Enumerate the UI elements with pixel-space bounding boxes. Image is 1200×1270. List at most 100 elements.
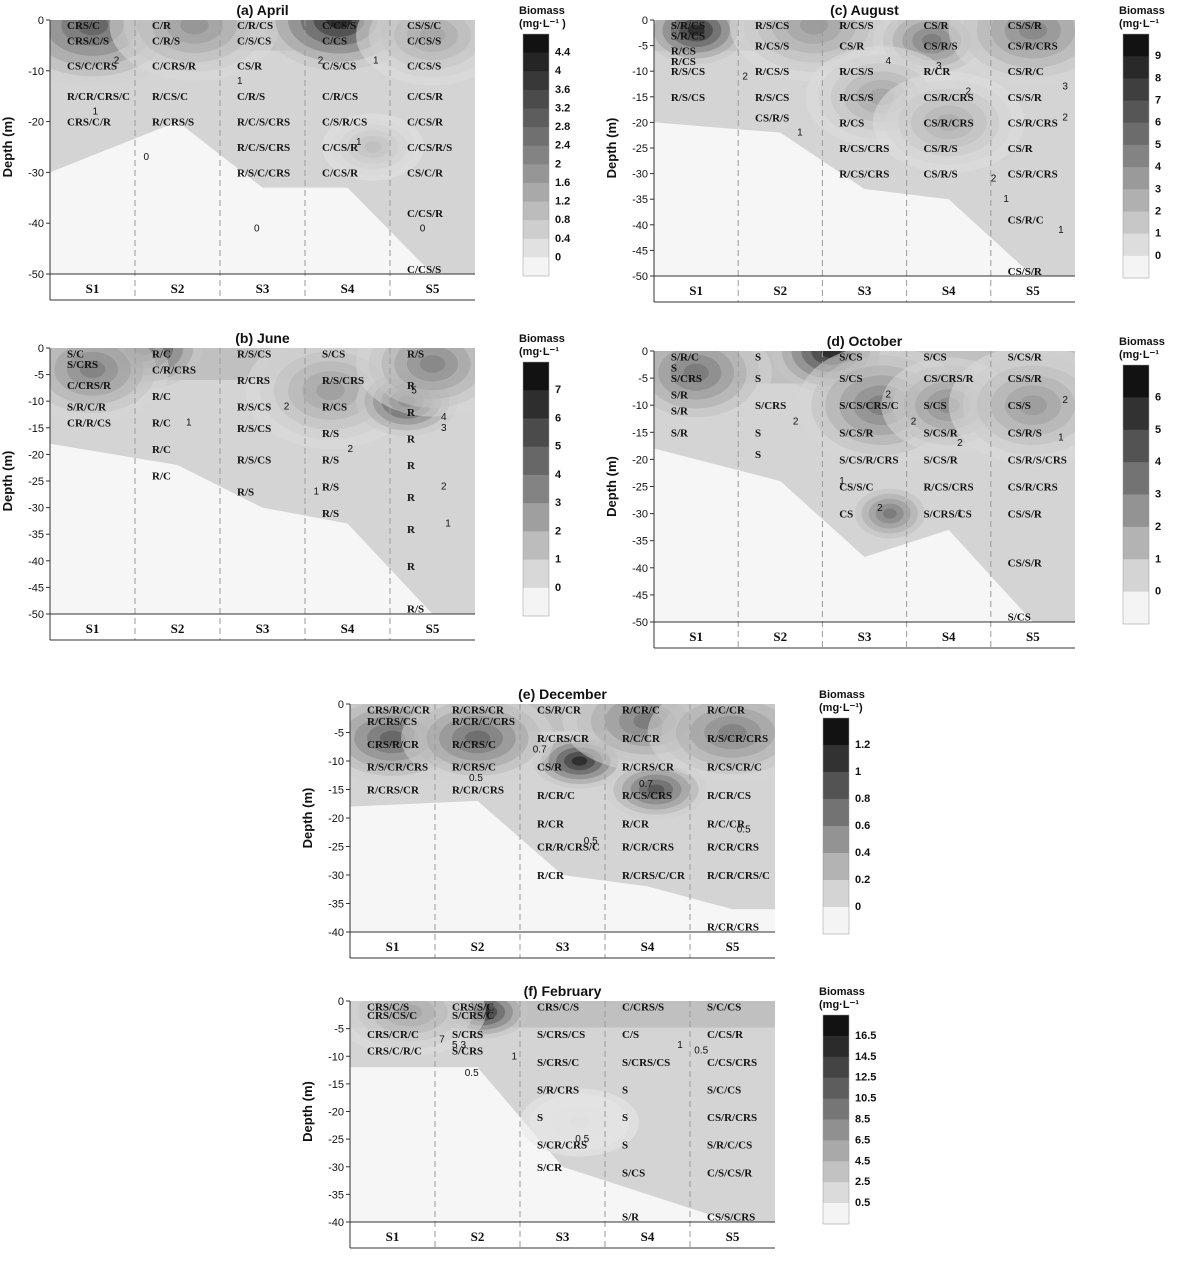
sample-label: R/CR: [923, 66, 951, 78]
contour-label: 0: [420, 223, 426, 234]
colorbar-frame: [522, 33, 550, 277]
sample-label: CS/S/R: [1008, 92, 1043, 104]
sample-label: R/S/CS: [237, 402, 271, 414]
colorbar-tick-label: 2.8: [555, 121, 570, 133]
sample-label: CS/R/CRS: [923, 92, 973, 104]
contour-label: 0.5: [737, 824, 751, 835]
sample-label: C/R/CRS: [152, 364, 196, 376]
colorbar-swatch: [823, 826, 849, 854]
colorbar-tick-label: 2: [555, 525, 561, 537]
station-label: S3: [256, 621, 270, 636]
sample-label: C/CS/R: [707, 1029, 744, 1041]
colorbar-swatch: [823, 1161, 849, 1183]
sample-label: R/S/C/CRS: [237, 167, 290, 179]
station-label: S5: [426, 621, 440, 636]
colorbar-title: Biomass: [519, 5, 565, 17]
sample-label: S/R/C/CS: [707, 1140, 752, 1152]
sample-label: C/S/R/CS: [322, 117, 367, 129]
colorbar-title: Biomass: [519, 333, 565, 345]
sample-label: S/C: [67, 348, 84, 360]
y-tick-label: -40: [28, 218, 44, 230]
sample-label: C/R/S: [152, 35, 180, 47]
colorbar-swatch: [823, 1203, 849, 1225]
sample-label: CRS/C/S: [367, 1002, 409, 1014]
station-label: S2: [171, 621, 185, 636]
contour-label: 2: [318, 56, 324, 67]
colorbar-tick-label: 6: [1155, 391, 1161, 403]
sample-label: R/CS/CRS: [839, 143, 889, 155]
contour-label: 3: [1062, 82, 1068, 93]
colorbar-swatch: [1123, 189, 1149, 212]
y-tick-label: -50: [632, 271, 648, 283]
sample-label: R/C/CR: [707, 705, 746, 717]
sample-label: S/CS/R: [923, 427, 958, 439]
contour-label: 2: [886, 389, 892, 400]
sample-label: R/S: [407, 604, 424, 616]
colorbar-tick-label: 0: [555, 582, 561, 594]
colorbar-swatch: [1123, 365, 1149, 398]
sample-label: C/CS/S: [322, 20, 356, 32]
colorbar-swatch: [523, 362, 549, 391]
panel-title: (c) August: [830, 2, 899, 18]
sample-label: R/CS/CRS: [622, 790, 672, 802]
colorbar-swatch: [523, 34, 549, 54]
sample-label: S/R/CS: [671, 20, 705, 32]
y-tick-label: -45: [632, 245, 648, 257]
hotspot-ring: [687, 24, 705, 36]
colorbar-tick-label: 8: [1155, 72, 1161, 84]
station-label: S4: [641, 1229, 655, 1244]
sample-label: R/C: [152, 391, 171, 403]
sample-label: C/S/CS/R: [707, 1167, 753, 1179]
colorbar-tick-label: 6: [1155, 117, 1161, 129]
contour-field: [50, 348, 475, 614]
colorbar-tick-label: 0.5: [855, 1197, 870, 1209]
sample-label: S/C/CS: [707, 1002, 741, 1014]
sample-label: R/C/S/CRS: [237, 142, 290, 154]
colorbar-swatch: [823, 1035, 849, 1058]
colorbar-frame: [522, 361, 550, 617]
sample-label: R/CS: [671, 56, 696, 68]
chart-svg: (d) October 0 -5 -10 -15 -20 -25 -30 -35 -40 -45 -5…: [604, 333, 1165, 649]
contour-label: 0.7: [533, 745, 547, 756]
sample-label: CS/S/R: [1008, 266, 1043, 278]
sample-label: R/CS: [322, 402, 347, 414]
sample-label: S/CRS/C: [452, 1010, 494, 1022]
hotspot-ring: [922, 33, 942, 48]
y-tick-label: -45: [632, 590, 648, 602]
contour-label: 1: [314, 487, 320, 498]
sample-label: R/CRS/CR: [537, 733, 590, 745]
chart-svg: (c) August 0 -5 -10 -15 -20 -25 -30 -35 -40 -45 -50…: [604, 2, 1165, 303]
sample-label: CRS/CS/C: [367, 1010, 417, 1022]
sample-label: R/CS: [839, 117, 864, 129]
colorbar-swatch: [1123, 591, 1149, 625]
contour-label: 3: [461, 1040, 467, 1051]
hotspot-ring: [718, 724, 747, 741]
contour-label: 5: [411, 386, 417, 397]
sample-label: R/CS/S: [755, 66, 789, 78]
sample-label: CS/S/R: [1008, 20, 1043, 32]
y-tick-label: -30: [28, 503, 44, 515]
sample-label: R: [407, 380, 416, 392]
sample-label: S/CRS/C: [537, 1057, 579, 1069]
sample-label: CS/R/S: [923, 143, 957, 155]
sample-label: CS/R/S/CRS: [1008, 454, 1067, 466]
colorbar-swatch: [1123, 122, 1149, 146]
contour-label: 2: [284, 402, 290, 413]
colorbar-tick-label: 0: [855, 901, 861, 913]
colorbar-tick-label: 5: [555, 441, 561, 453]
sample-label: R/CS/S: [839, 66, 873, 78]
station-label: S2: [471, 1229, 485, 1244]
contour-label: 4: [886, 56, 892, 67]
y-tick-label: -35: [328, 899, 344, 911]
colorbar-swatch: [823, 880, 849, 908]
sample-label: R/S: [322, 428, 339, 440]
sample-label: C/CS: [322, 35, 347, 47]
sample-label: S: [755, 351, 761, 363]
y-tick-label: -5: [34, 370, 44, 382]
colorbar-tick-label: 3: [1155, 183, 1161, 195]
sample-label: C/R/CS: [237, 20, 273, 32]
sample-label: CRS/C: [67, 20, 100, 32]
y-tick-label: 0: [642, 346, 648, 358]
colorbar-tick-label: 3: [555, 497, 561, 509]
colorbar-swatch: [1123, 526, 1149, 560]
